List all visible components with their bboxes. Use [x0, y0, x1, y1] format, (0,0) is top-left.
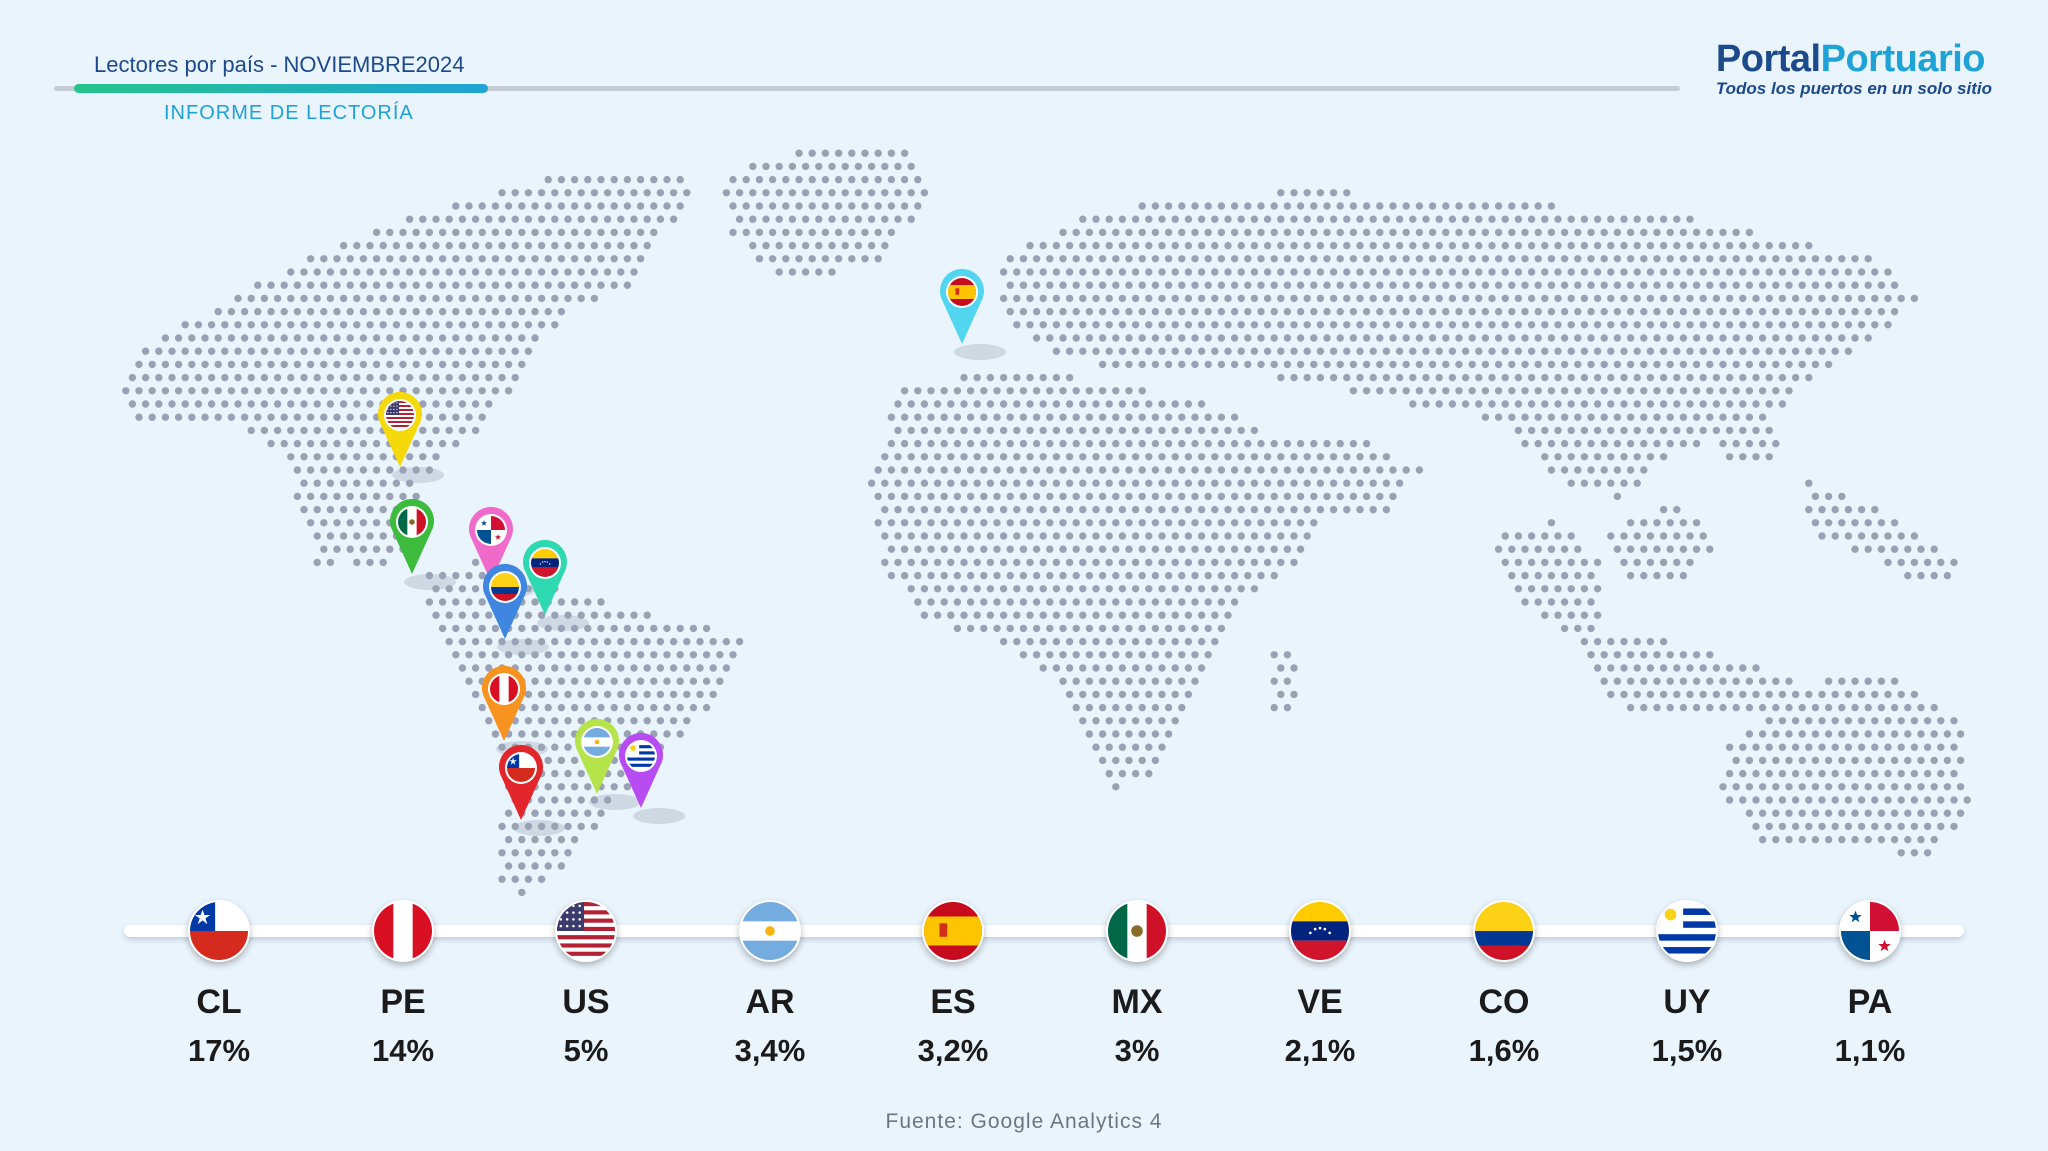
country-code: AR — [745, 983, 795, 1021]
portal-portuario-logo: PortalPortuario Todos los puertos en un … — [1716, 40, 1992, 99]
country-percentage: 2,1% — [1284, 1033, 1356, 1068]
pin-us-icon — [378, 391, 444, 483]
flag-pa-icon — [1839, 900, 1901, 962]
pin-cl-icon — [499, 744, 565, 836]
country-percentage: 3,4% — [734, 1033, 806, 1068]
flag-us-icon — [555, 900, 617, 962]
flag-uy-icon — [1656, 900, 1718, 962]
flag-mx-icon — [1106, 900, 1168, 962]
pin-ar-icon — [575, 718, 641, 810]
flag-es-icon — [922, 900, 984, 962]
header-divider-accent — [74, 84, 488, 93]
country-code: ES — [930, 983, 976, 1021]
country-code: PE — [380, 983, 426, 1021]
report-subtitle: INFORME DE LECTORÍA — [164, 102, 414, 124]
map-pins — [378, 268, 1006, 836]
country-item-us: US 5% — [516, 900, 656, 1070]
data-source: Fuente: Google Analytics 4 — [885, 1110, 1163, 1133]
country-percentage: 3% — [1114, 1033, 1160, 1068]
country-item-cl: CL 17% — [149, 900, 289, 1070]
flag-ar-icon — [739, 900, 801, 962]
country-code: VE — [1297, 983, 1343, 1021]
country-percentage: 17% — [187, 1033, 251, 1068]
country-item-mx: MX 3% — [1067, 900, 1207, 1070]
country-code: CL — [196, 983, 242, 1021]
report-title: Lectores por país - NOVIEMBRE2024 — [94, 52, 465, 77]
pin-uy-icon — [619, 732, 685, 824]
country-percentage: 1,6% — [1468, 1033, 1540, 1068]
country-code: CO — [1478, 983, 1530, 1021]
country-percentage: 1,5% — [1651, 1033, 1723, 1068]
country-item-co: CO 1,6% — [1434, 900, 1574, 1070]
country-item-pa: PA 1,1% — [1800, 900, 1940, 1070]
logo-tagline: Todos los puertos en un solo sitio — [1715, 79, 1992, 98]
pin-mx-icon — [390, 498, 456, 590]
flag-co-icon — [1473, 900, 1535, 962]
pin-es-icon — [940, 268, 1006, 360]
flag-pe-icon — [372, 900, 434, 962]
country-item-es: ES 3,2% — [883, 900, 1023, 1070]
country-percentage: 14% — [371, 1033, 435, 1068]
country-percentage: 5% — [563, 1033, 609, 1068]
country-item-pe: PE 14% — [333, 900, 473, 1070]
country-code: US — [562, 983, 610, 1021]
country-item-ve: VE 2,1% — [1250, 900, 1390, 1070]
logo-name-part2: Portuario — [1820, 38, 1986, 80]
country-item-ar: AR 3,4% — [700, 900, 840, 1070]
pin-pe-icon — [482, 665, 548, 757]
pin-ve-icon — [523, 539, 589, 631]
country-item-uy: UY 1,5% — [1617, 900, 1757, 1070]
logo-name-part1: Portal — [1715, 38, 1821, 80]
country-code: MX — [1111, 983, 1163, 1021]
country-code: UY — [1663, 983, 1711, 1021]
flag-cl-icon — [188, 900, 250, 962]
country-code: PA — [1847, 983, 1893, 1021]
country-percentage: 1,1% — [1834, 1033, 1906, 1068]
pin-co-icon — [483, 563, 549, 655]
country-percentage: 3,2% — [917, 1033, 989, 1068]
flag-ve-icon — [1289, 900, 1351, 962]
header-divider — [54, 86, 1680, 91]
map-dots — [122, 149, 1971, 897]
